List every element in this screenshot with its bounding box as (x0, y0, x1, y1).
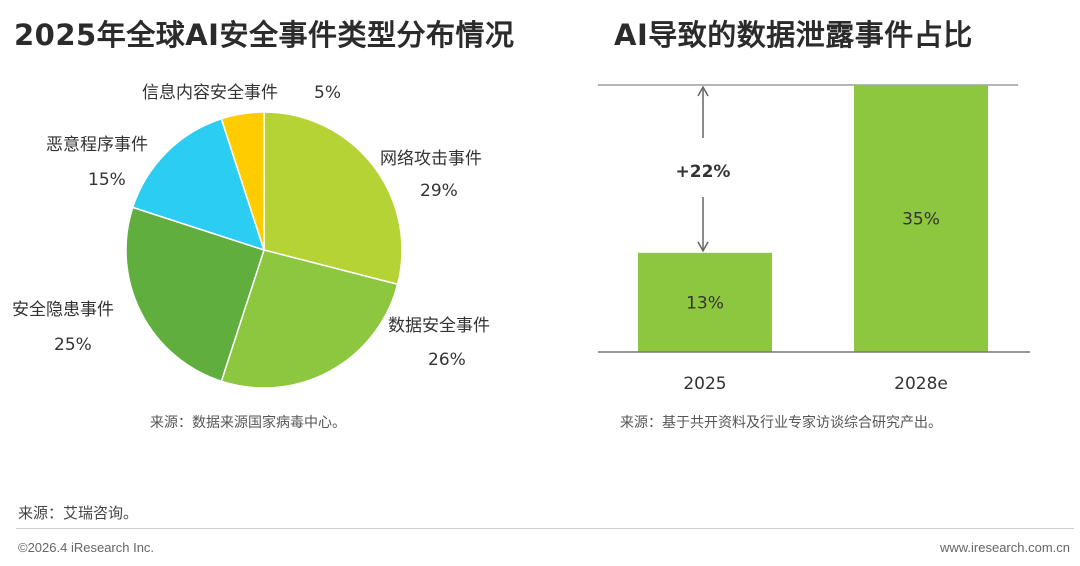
pie-slice-value: 29% (420, 181, 458, 201)
pie-slice (263, 111, 403, 286)
pie-slice-value: 26% (428, 350, 466, 370)
pie-slice-label: 信息内容安全事件 (142, 83, 278, 103)
arrow-head (697, 241, 709, 253)
pie-slice (131, 117, 266, 252)
pie-slice-label: 恶意程序事件 (46, 135, 148, 155)
pie-slice-label: 数据安全事件 (388, 316, 490, 336)
website-link[interactable]: www.iresearch.com.cn (939, 540, 1070, 555)
x-tick-label: 2025 (683, 374, 726, 394)
bar (854, 85, 988, 352)
pie-slice-label: 安全隐患事件 (12, 300, 114, 320)
bar-chart-source: 来源：基于共开资料及行业专家访谈综合研究产出。 (620, 415, 942, 431)
bar-chart: 13% 2025 35% 2028e +22% (598, 84, 1030, 394)
arrow-head (697, 85, 709, 97)
footer-source: 来源：艾瑞咨询。 (18, 504, 139, 522)
pie-slice-value: 15% (88, 170, 126, 190)
pie-slice (220, 249, 399, 389)
pie-slice (125, 206, 265, 383)
pie-slice (220, 111, 265, 251)
pie-slice-label: 网络攻击事件 (380, 149, 482, 169)
x-tick-label: 2028e (894, 374, 948, 394)
growth-annotation: +22% (676, 162, 731, 182)
bar-value-label: 35% (902, 210, 940, 230)
pie-chart-source: 来源：数据来源国家病毒中心。 (150, 415, 346, 431)
bar (638, 252, 772, 352)
pie-slice-value: 5% (314, 83, 341, 103)
bar-value-label: 13% (686, 293, 724, 313)
copyright-text: ©2026.4 iResearch Inc. (18, 540, 155, 555)
footer-divider (16, 528, 1074, 529)
bar-chart-title: AI导致的数据泄露事件占比 (614, 18, 973, 52)
pie-chart: 网络攻击事件 29% 数据安全事件 26% 安全隐患事件 25% 恶意程序事件 15% 信息内容… (12, 83, 490, 389)
pie-slice-value: 25% (54, 335, 92, 355)
pie-chart-title: 2025年全球AI安全事件类型分布情况 (14, 18, 515, 52)
